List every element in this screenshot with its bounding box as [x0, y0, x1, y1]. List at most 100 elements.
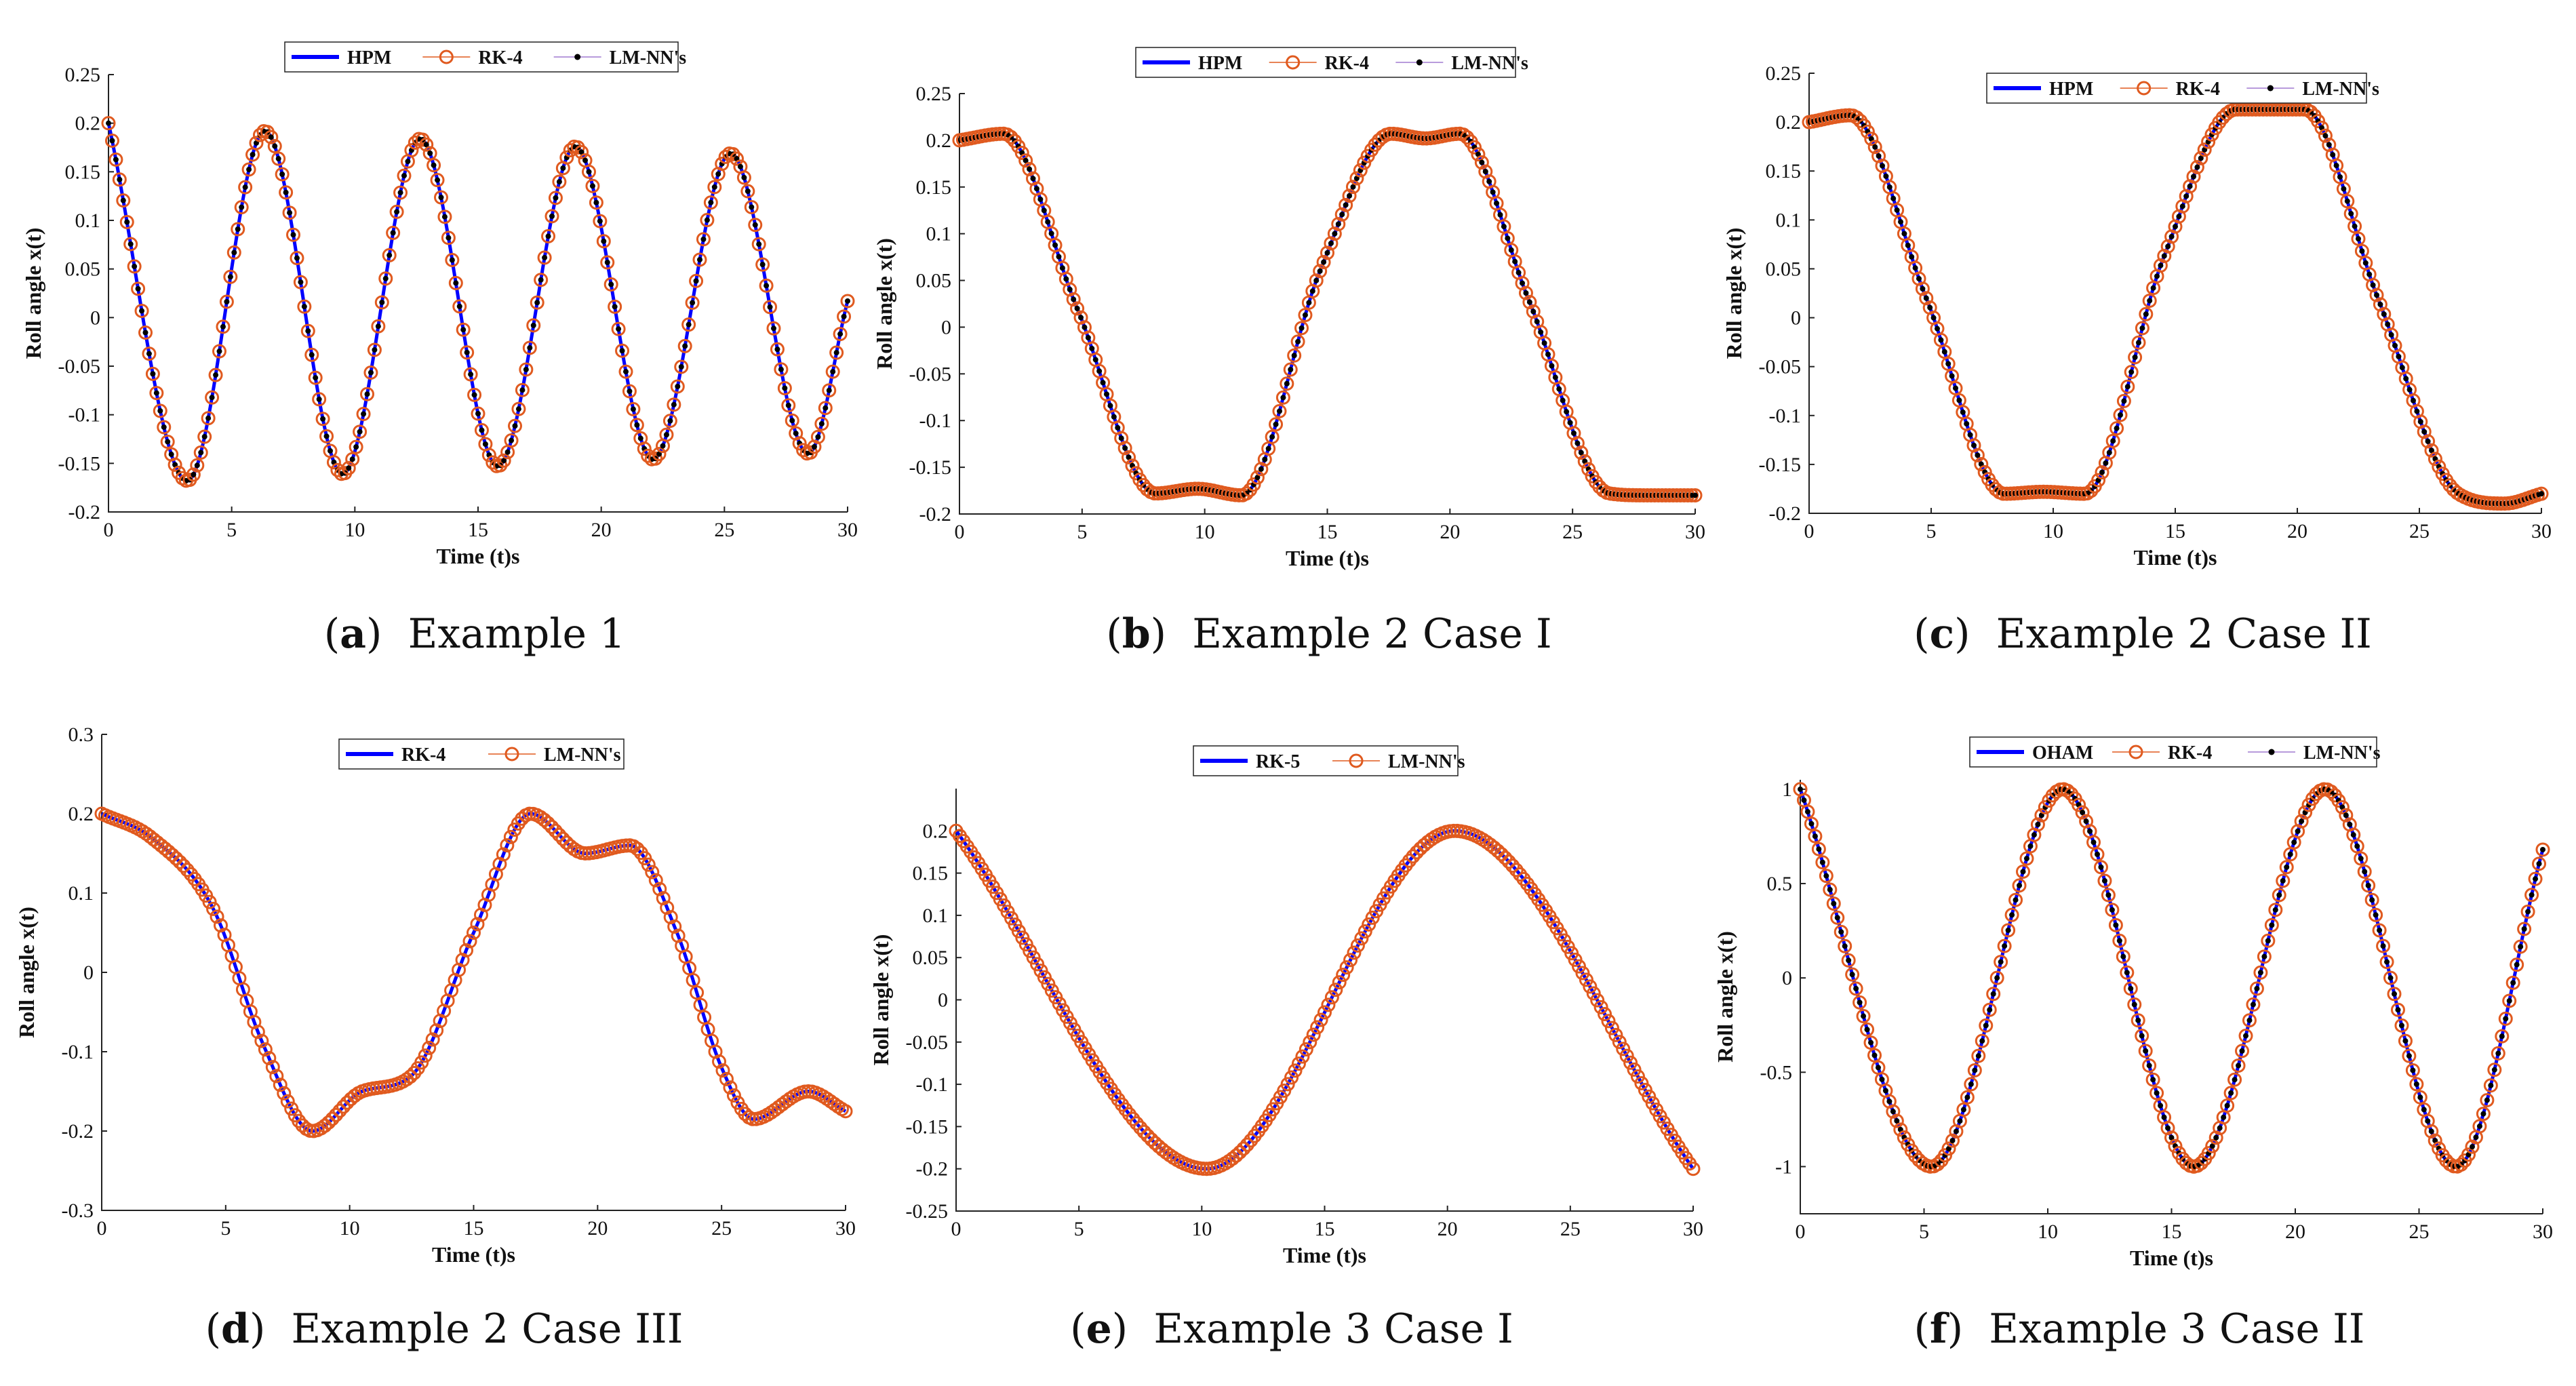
- rk-marker: [176, 858, 191, 873]
- rk-marker: [1686, 1162, 1701, 1176]
- rk-marker: [500, 838, 515, 853]
- lm-nn-marker: [2396, 353, 2402, 359]
- rk-marker: [264, 130, 279, 144]
- rk-marker: [496, 453, 511, 468]
- rk-marker: [2123, 981, 2138, 996]
- rk-marker: [1298, 308, 1313, 323]
- lm-nn-marker: [1479, 159, 1485, 165]
- lm-nn-marker: [759, 262, 766, 268]
- lm-nn-marker: [1882, 1088, 1888, 1094]
- y-tick-label: -0.1: [919, 410, 952, 432]
- rk-marker: [290, 251, 304, 266]
- lm-nn-marker: [2411, 397, 2416, 403]
- lm-nn-marker: [453, 280, 459, 286]
- x-tick-label: 5: [226, 519, 237, 541]
- lm-nn-marker: [1482, 169, 1488, 175]
- rk-marker: [766, 321, 781, 336]
- rk-marker: [119, 214, 134, 229]
- rk-marker: [2093, 860, 2108, 875]
- y-tick-label: 0.1: [926, 223, 952, 245]
- rk-marker: [2157, 248, 2172, 263]
- rk-marker: [707, 180, 722, 195]
- rk-marker: [404, 143, 419, 158]
- rk-marker: [1598, 1007, 1612, 1022]
- x-axis-label: Time (t)s: [437, 544, 520, 568]
- rk-marker: [2383, 970, 2398, 985]
- x-tick-label: 15: [464, 1217, 484, 1240]
- y-tick-label: -0.05: [909, 363, 952, 385]
- rk-marker: [445, 253, 460, 268]
- rk-marker: [696, 232, 711, 247]
- lm-nn-marker: [153, 390, 159, 396]
- rk-marker: [2090, 847, 2105, 862]
- lm-nn-marker: [1317, 268, 1323, 274]
- lm-nn-marker: [1096, 368, 1103, 374]
- rk-marker: [226, 245, 241, 260]
- rk-marker: [2246, 997, 2261, 1012]
- y-tick-label: 0.25: [916, 83, 952, 105]
- lm-nn-marker: [663, 432, 669, 438]
- lm-nn-marker: [135, 285, 141, 292]
- x-tick-label: 25: [2409, 1221, 2430, 1243]
- lm-nn-marker: [2421, 1107, 2427, 1113]
- lm-nn-marker: [2540, 846, 2545, 852]
- lm-nn-marker: [2209, 1143, 2215, 1149]
- lm-nn-marker: [826, 387, 832, 393]
- lm-nn-marker: [623, 369, 629, 375]
- rk-marker: [112, 172, 127, 187]
- rk-marker: [1498, 850, 1513, 865]
- rk-marker: [2238, 1029, 2253, 1044]
- rk-marker: [1897, 1130, 1911, 1145]
- rk-marker: [2135, 1029, 2149, 1044]
- rk-marker: [1889, 1113, 1904, 1128]
- lm-nn-marker: [482, 441, 488, 447]
- lm-nn-marker: [2168, 1134, 2175, 1141]
- x-tick-label: 10: [1195, 521, 1215, 543]
- lm-nn-marker: [1923, 295, 1929, 301]
- rk-marker: [2131, 335, 2146, 350]
- lm-nn-marker: [1886, 184, 1893, 190]
- lm-nn-marker: [818, 420, 825, 427]
- lm-nn-marker: [1523, 290, 1529, 296]
- rk-marker: [1982, 1002, 1997, 1017]
- rk-marker: [1630, 1069, 1645, 1084]
- rk-marker: [630, 842, 645, 856]
- lm-nn-marker: [2365, 882, 2371, 888]
- y-tick-label: -0.1: [68, 404, 101, 427]
- rk-marker: [503, 829, 518, 844]
- lm-nn-marker: [213, 372, 219, 378]
- x-tick-label: 20: [1440, 521, 1460, 543]
- y-tick-label: 0.15: [65, 161, 101, 183]
- legend-label: HPM: [1198, 53, 1242, 74]
- rk-marker: [1141, 1128, 1155, 1143]
- rk-marker: [2101, 888, 2116, 903]
- rk-marker: [1288, 1063, 1303, 1078]
- y-tick-label: 0.05: [1766, 258, 1802, 280]
- lm-nn-marker: [401, 173, 407, 179]
- lm-nn-marker: [456, 303, 462, 309]
- rk-marker: [2350, 839, 2364, 854]
- lm-nn-marker: [2362, 869, 2368, 875]
- rk-marker: [2153, 258, 2168, 273]
- rk-marker: [1357, 155, 1372, 170]
- rk-marker: [1471, 147, 1486, 162]
- x-tick-label: 0: [104, 519, 114, 541]
- rk-marker: [2336, 182, 2351, 197]
- caption-f: (f) Example 3 Case II: [1914, 1305, 2365, 1353]
- lm-nn-marker: [1074, 305, 1080, 311]
- lm-nn-marker: [523, 366, 529, 372]
- lm-nn-marker: [1894, 1118, 1900, 1124]
- lm-nn-marker: [2124, 970, 2130, 976]
- rk-marker: [1612, 1035, 1627, 1050]
- rk-marker: [1324, 990, 1339, 1005]
- rk-marker: [719, 1071, 734, 1086]
- lm-nn-marker: [815, 434, 821, 440]
- rk-marker: [622, 384, 637, 399]
- lm-nn-marker: [1861, 1013, 1867, 1019]
- lm-nn-marker: [235, 226, 241, 232]
- lm-nn-marker: [2165, 243, 2171, 250]
- rk-marker: [2376, 938, 2391, 953]
- rk-marker: [332, 1103, 347, 1118]
- lm-nn-marker: [2373, 912, 2379, 918]
- rk-marker: [1284, 1070, 1299, 1085]
